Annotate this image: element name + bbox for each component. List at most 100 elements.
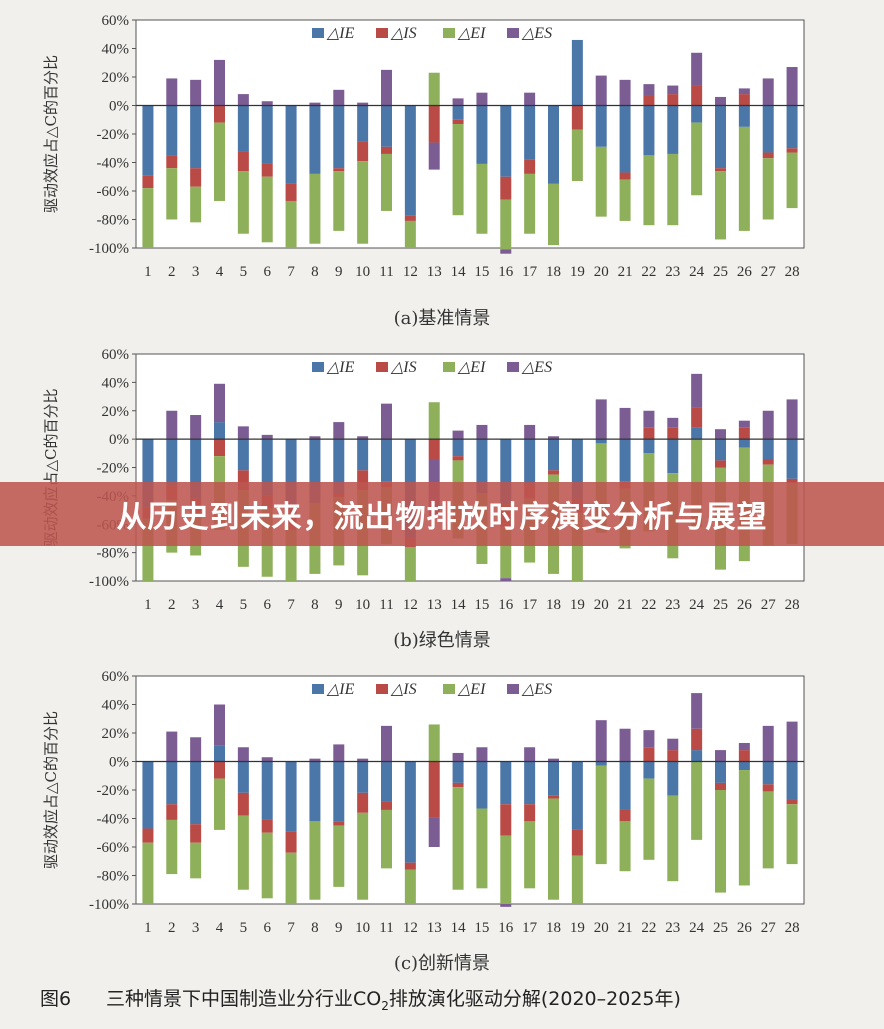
bar-es [715,750,726,762]
bar-ie [381,105,392,147]
bar-is [667,427,679,440]
x-tick-label: 13 [427,597,442,613]
x-tick-label: 27 [761,920,777,936]
bar-is [142,828,154,843]
x-tick-label: 16 [498,597,514,613]
bar-es [309,102,321,106]
x-tick-label: 4 [216,264,224,280]
y-tick-label: -80% [97,213,130,229]
bar-ie [715,439,726,461]
x-tick-label: 2 [168,264,176,280]
bar-es [166,410,178,440]
x-tick-label: 14 [451,264,467,280]
bar-ei [762,791,774,869]
bar-ie [214,745,225,762]
legend-label-es: △ES [521,25,552,42]
bar-ei [428,402,440,440]
bar-es [738,88,750,95]
bar-es [643,730,655,748]
bar-es [476,424,488,440]
bar-ei [214,778,225,830]
bar-es [786,67,798,106]
bar-is [715,782,726,790]
bar-es [261,434,273,440]
x-tick-label: 2 [168,920,176,936]
bar-is [786,799,798,805]
bar-ei [738,770,750,886]
y-tick-label: -40% [97,156,130,172]
x-tick-label: 26 [737,597,753,613]
bar-ie [738,105,750,127]
bar-is [357,470,369,491]
bar-is [452,119,464,125]
legend-label-is: △IS [390,25,417,42]
x-tick-label: 17 [522,597,538,613]
chart-a: 60% 40% 20% 0% -20% -40% -60% -80% -100% 驱动效应占△C的… [42,13,805,280]
bar-ei [548,183,559,246]
bar-ie [571,761,583,830]
x-tick-label: 20 [594,264,609,280]
bar-ie [285,439,297,511]
bar-es [715,96,726,106]
bar-ei [667,153,679,226]
bar-es [333,89,345,106]
x-tick-label: 17 [522,920,538,936]
bar-ei [738,126,750,231]
bar-ei [571,855,583,904]
bar-ei [571,129,583,182]
bar-ie [595,105,607,147]
x-tick-label: 12 [403,597,418,613]
bar-is [166,155,178,169]
bar-is [786,478,798,484]
x-tick-label: 9 [335,597,343,613]
x-tick-label: 18 [546,597,561,613]
figure-caption: 图6 三种情景下中国制造业分行业CO2排放演化驱动分解(2020–2025年) [40,984,870,1013]
x-tick-label: 18 [546,920,561,936]
bar-ie [381,439,392,482]
bar-es [762,725,774,762]
bar-ei [381,809,392,869]
bar-ie [667,761,679,796]
bar-es [452,752,464,762]
x-tick-label: 19 [570,264,585,280]
bar-ie [142,105,154,176]
x-tick-label: 4 [216,597,224,613]
bar-es [357,436,369,440]
x-tick-label: 19 [570,920,585,936]
bar-ie [548,439,559,471]
y-tick-label: -80% [97,546,130,562]
bar-is [643,427,655,440]
bar-es [309,758,321,762]
bar-ie [619,105,631,173]
x-tick-label: 15 [474,597,489,613]
x-tick-label: 15 [474,264,489,280]
bar-ie [476,439,488,494]
bar-is [571,105,583,130]
y-axis-label: 驱动效应占△C的百分比 [42,711,60,869]
bar-es [619,79,631,106]
chart-panel-a: 60% 40% 20% 0% -20% -40% -60% -80% -100% 驱动效应占△C的… [0,0,884,335]
x-tick-label: 13 [427,264,442,280]
bar-ie [333,439,345,494]
bar-es [190,737,202,762]
plot-area [135,353,805,582]
x-tick-label: 22 [641,920,656,936]
y-tick-label: -40% [97,812,130,828]
bar-is [548,795,559,799]
y-tick-label: 40% [102,42,130,58]
x-tick-label: 16 [498,920,514,936]
x-tick-label: 7 [287,920,295,936]
plot-area [135,675,805,905]
bar-ie [357,761,369,793]
bar-ei [667,795,679,882]
bar-is [261,163,273,177]
bar-is [166,804,178,820]
bar-es [667,85,679,95]
bar-ie [142,761,154,829]
bar-is [524,159,536,174]
bar-ie [166,439,178,486]
bar-ie [571,439,583,499]
bar-ie [357,439,369,471]
x-tick-label: 8 [311,264,319,280]
bar-ei [309,173,321,244]
